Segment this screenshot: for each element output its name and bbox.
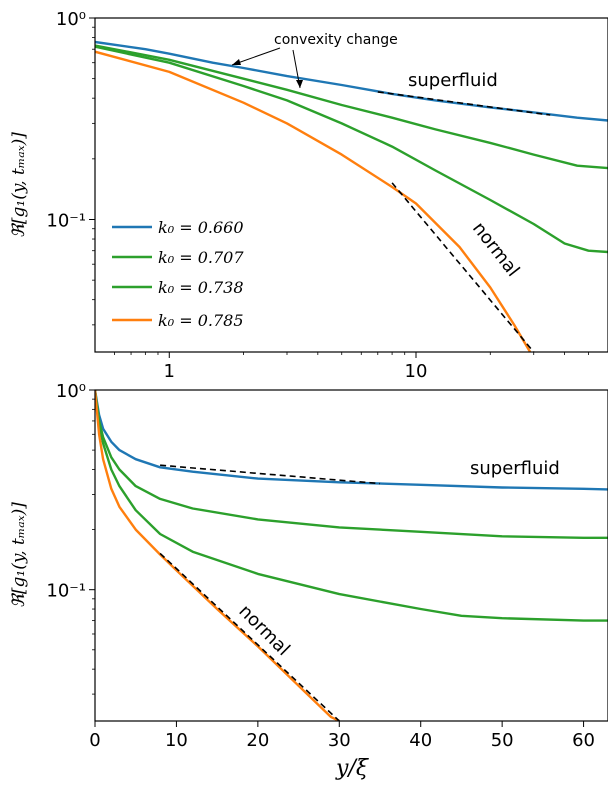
bottom-series-group (95, 390, 608, 721)
fit-line-0 (160, 464, 381, 485)
series-line-k0-0738 (95, 45, 608, 254)
fit-line-0 (377, 91, 551, 116)
top-series-group (95, 40, 608, 352)
convexity-arrowhead-2 (296, 80, 303, 88)
annotation-convexity-change: convexity change (274, 32, 398, 48)
bottom-y-axis-label: ℜ[g₁(y, tₘₐₓ)] (9, 502, 29, 608)
series-line-k0-0785 (95, 50, 532, 352)
convexity-arrowhead-1 (232, 59, 241, 65)
x-tick-label: 10 (405, 361, 428, 382)
annotation-normal-top: normal (468, 218, 523, 281)
bottom-x-axis-label: y/ξ (335, 756, 370, 781)
series-line-k0-0660 (95, 40, 608, 122)
y-tick-label: 10⁰ (56, 9, 86, 30)
x-tick-label: 30 (328, 730, 351, 751)
bottom-axes-frame (94, 389, 608, 722)
series-line-k0-0738 (95, 390, 608, 622)
x-tick-label: 10 (165, 730, 188, 751)
series-line-k0-0707 (95, 44, 608, 170)
top-axes-frame (94, 17, 608, 353)
x-tick-label: 0 (89, 730, 100, 751)
annotation-superfluid-bottom: superfluid (470, 458, 560, 479)
y-tick-label: 10⁻¹ (46, 581, 86, 602)
legend-label-k0-0785: k₀ = 0.785 (158, 311, 244, 330)
legend-label-k0-0707: k₀ = 0.707 (158, 248, 244, 267)
fit-line-1 (391, 182, 535, 352)
bottom-y-ticks: 10⁰ 10⁻¹ (46, 381, 95, 695)
top-x-ticks: 1 10 (114, 352, 589, 382)
y-tick-label: 10⁻¹ (46, 210, 86, 231)
top-panel: 1 10 10⁰ 10⁻¹ k₀ = 0.660 k₀ = 0.707 k₀ = 0… (9, 9, 608, 382)
x-tick-label: 20 (246, 730, 269, 751)
legend-label-k0-0660: k₀ = 0.660 (158, 218, 244, 237)
bottom-x-ticks: 0 10 20 30 40 50 60 (89, 721, 595, 751)
x-tick-label: 50 (491, 730, 514, 751)
legend: k₀ = 0.660 k₀ = 0.707 k₀ = 0.738 k₀ = 0.… (112, 218, 244, 330)
top-fit-lines (377, 91, 551, 352)
fit-line-1 (159, 552, 340, 721)
x-tick-label: 60 (572, 730, 595, 751)
series-line-k0-0660 (95, 390, 608, 491)
top-y-ticks: 10⁰ 10⁻¹ (46, 9, 95, 326)
top-y-axis-label: ℜ[g₁(y, tₘₐₓ)] (9, 132, 29, 238)
x-tick-label: 1 (164, 361, 175, 382)
series-line-k0-0785 (95, 390, 340, 721)
series-line-k0-0707 (95, 390, 608, 539)
bottom-fit-lines (159, 464, 381, 721)
x-tick-label: 40 (409, 730, 432, 751)
annotation-superfluid-top: superfluid (408, 70, 498, 91)
y-tick-label: 10⁰ (56, 381, 86, 402)
legend-label-k0-0738: k₀ = 0.738 (158, 278, 244, 297)
